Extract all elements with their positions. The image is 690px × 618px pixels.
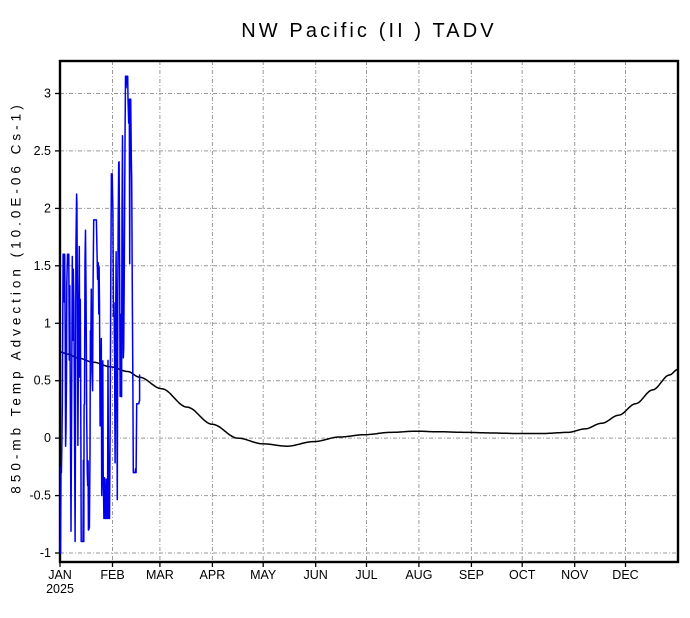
svg-text:2: 2 [44,201,51,215]
svg-text:-0.5: -0.5 [29,489,51,503]
svg-text:MAY: MAY [250,568,277,582]
svg-text:1: 1 [44,316,51,330]
svg-text:0.5: 0.5 [34,374,51,388]
svg-text:0: 0 [44,431,51,445]
svg-text:OCT: OCT [509,568,536,582]
svg-text:2025: 2025 [46,582,74,596]
svg-text:FEB: FEB [100,568,124,582]
svg-text:DEC: DEC [612,568,638,582]
svg-text:APR: APR [200,568,226,582]
svg-text:JUL: JUL [355,568,377,582]
svg-text:MAR: MAR [146,568,174,582]
svg-text:-1: -1 [40,546,51,560]
svg-text:SEP: SEP [459,568,484,582]
svg-text:1.5: 1.5 [34,259,51,273]
svg-text:JUN: JUN [304,568,328,582]
svg-text:AUG: AUG [405,568,432,582]
svg-text:NOV: NOV [561,568,589,582]
svg-text:3: 3 [44,87,51,101]
svg-text:JAN: JAN [48,568,72,582]
svg-text:2.5: 2.5 [34,144,51,158]
